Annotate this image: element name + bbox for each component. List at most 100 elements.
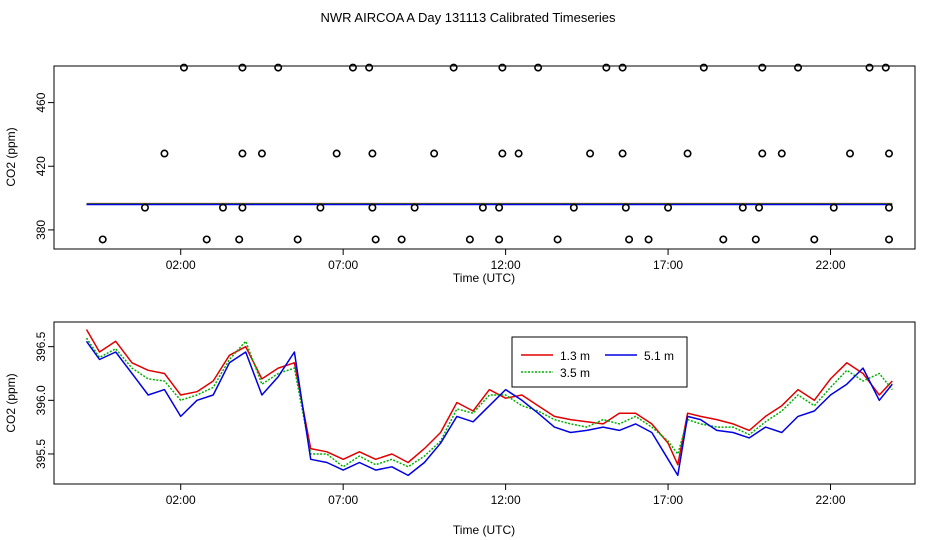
scatter-point (235, 235, 244, 244)
scatter-point (498, 149, 507, 158)
y-tick-label: 420 (34, 156, 48, 176)
scatter-point (430, 149, 439, 158)
top-scatter-points (98, 63, 894, 244)
bottom-panel: 395.5 396.0 396.5 02:00 07:00 12:00 17:00 22:0… (4, 321, 916, 537)
scatter-point (625, 235, 634, 244)
series-line (85, 340, 893, 477)
bottom-series-lines (85, 329, 893, 477)
scatter-point (794, 63, 803, 72)
legend-label-5-1m: 5.1 m (644, 349, 674, 363)
scatter-point (238, 203, 247, 212)
scatter-point (777, 149, 786, 158)
scatter-point (397, 235, 406, 244)
scatter-point (179, 63, 188, 72)
bottom-y-axis: 395.5 396.0 396.5 (34, 331, 54, 469)
scatter-point (881, 63, 890, 72)
scatter-point (699, 63, 708, 72)
scatter-point (238, 149, 247, 158)
scatter-point (202, 235, 211, 244)
scatter-point (602, 63, 611, 72)
scatter-point (218, 203, 227, 212)
x-tick-label: 12:00 (491, 258, 521, 272)
scatter-point (810, 235, 819, 244)
x-tick-label: 07:00 (328, 258, 358, 272)
scatter-point (553, 235, 562, 244)
scatter-point (738, 203, 747, 212)
scatter-point (683, 149, 692, 158)
scatter-point (348, 63, 357, 72)
scatter-point (618, 149, 627, 158)
y-tick-label: 396.5 (34, 331, 48, 361)
scatter-point (495, 235, 504, 244)
x-tick-label: 02:00 (166, 258, 196, 272)
scatter-point (846, 149, 855, 158)
top-plot-frame (53, 65, 916, 250)
top-panel: 380 420 460 02:00 07:00 12:00 17:00 22:00 Time… (4, 63, 916, 285)
scatter-point (755, 203, 764, 212)
scatter-point (478, 203, 487, 212)
chart-title: NWR AIRCOA A Day 131113 Calibrated Times… (320, 10, 616, 25)
scatter-point (534, 63, 543, 72)
scatter-point (371, 235, 380, 244)
x-tick-label: 02:00 (166, 493, 196, 507)
scatter-point (514, 149, 523, 158)
legend-label-3-5m: 3.5 m (560, 366, 590, 380)
series-line (85, 329, 893, 466)
scatter-point (719, 235, 728, 244)
y-tick-label: 396.0 (34, 385, 48, 415)
scatter-point (368, 203, 377, 212)
scatter-point (618, 63, 627, 72)
scatter-point (495, 203, 504, 212)
top-y-axis-label: CO2 (ppm) (4, 127, 18, 186)
series-line (85, 337, 893, 468)
scatter-point (644, 235, 653, 244)
top-x-axis: 02:00 07:00 12:00 17:00 22:00 (166, 249, 846, 272)
x-tick-label: 17:00 (653, 493, 683, 507)
x-tick-label: 17:00 (653, 258, 683, 272)
scatter-point (293, 235, 302, 244)
y-tick-label: 460 (34, 92, 48, 112)
scatter-point (621, 203, 630, 212)
bottom-x-axis-label: Time (UTC) (453, 523, 515, 537)
scatter-point (98, 235, 107, 244)
scatter-point (758, 63, 767, 72)
scatter-point (368, 149, 377, 158)
scatter-point (885, 203, 894, 212)
scatter-point (274, 63, 283, 72)
scatter-point (140, 203, 149, 212)
scatter-point (586, 149, 595, 158)
legend: 1.3 m 5.1 m 3.5 m (511, 336, 688, 388)
top-y-axis: 380 420 460 (34, 92, 54, 240)
x-tick-label: 12:00 (491, 493, 521, 507)
scatter-point (365, 63, 374, 72)
scatter-point (449, 63, 458, 72)
scatter-point (316, 203, 325, 212)
scatter-point (829, 203, 838, 212)
scatter-point (465, 235, 474, 244)
bottom-plot-frame (53, 321, 916, 485)
bottom-x-axis: 02:00 07:00 12:00 17:00 22:00 (166, 484, 846, 507)
legend-label-1-3m: 1.3 m (560, 349, 590, 363)
legend-box (511, 336, 688, 388)
scatter-point (885, 235, 894, 244)
scatter-point (885, 149, 894, 158)
scatter-point (498, 63, 507, 72)
x-tick-label: 07:00 (328, 493, 358, 507)
scatter-point (751, 235, 760, 244)
scatter-point (238, 63, 247, 72)
scatter-point (758, 149, 767, 158)
x-tick-label: 22:00 (816, 493, 846, 507)
scatter-point (160, 149, 169, 158)
x-tick-label: 22:00 (816, 258, 846, 272)
scatter-point (257, 149, 266, 158)
y-tick-label: 380 (34, 220, 48, 240)
scatter-point (865, 63, 874, 72)
top-series-lines (86, 202, 893, 206)
bottom-y-axis-label: CO2 (ppm) (4, 373, 18, 432)
scatter-point (332, 149, 341, 158)
scatter-point (410, 203, 419, 212)
y-tick-label: 395.5 (34, 439, 48, 469)
top-x-axis-label: Time (UTC) (453, 271, 515, 285)
scatter-point (664, 203, 673, 212)
